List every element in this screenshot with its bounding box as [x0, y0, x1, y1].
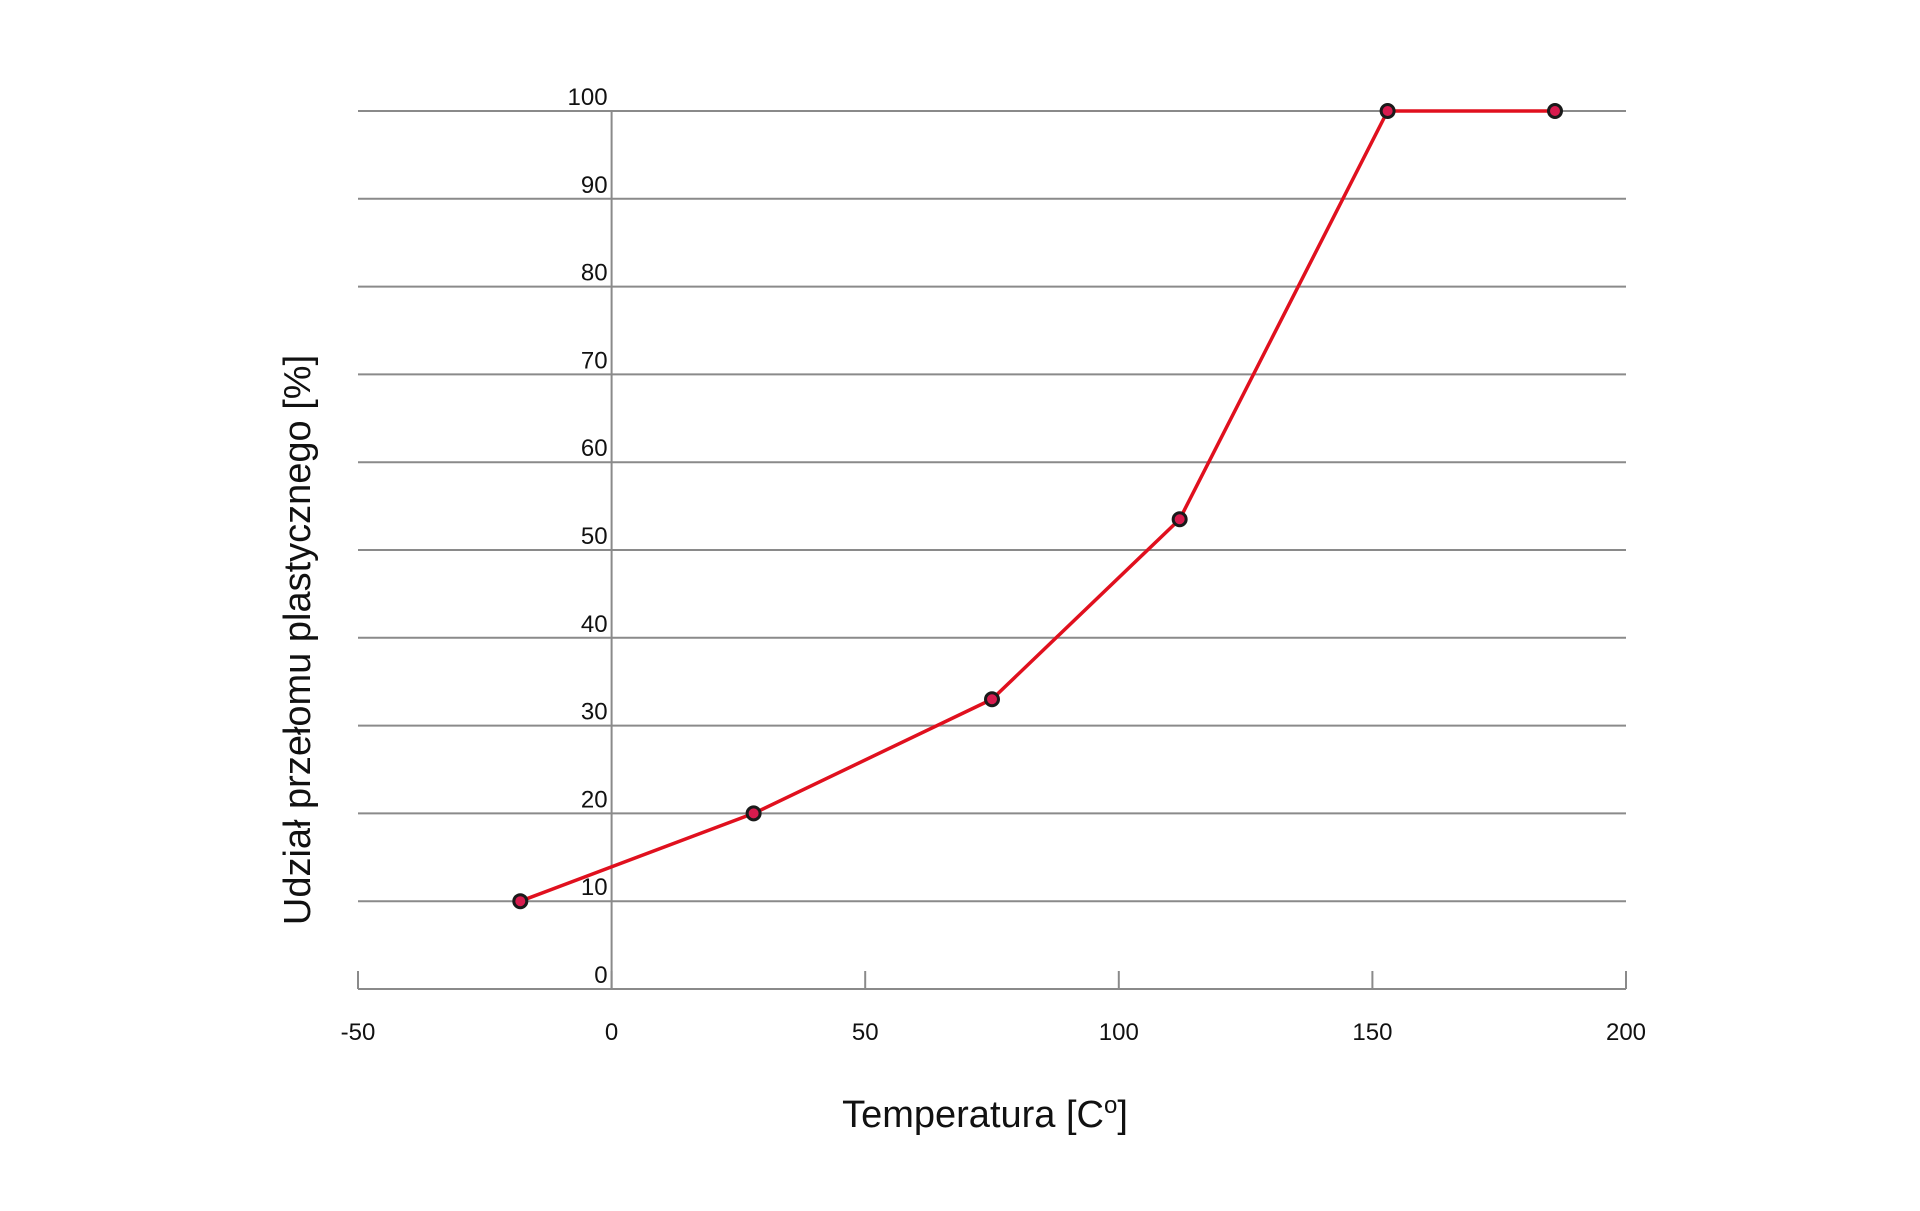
y-tick-label-10: 10 — [581, 874, 608, 901]
grid-lines — [358, 110, 1626, 903]
data-point-0 — [512, 893, 529, 910]
x-tick-label--50: -50 — [341, 1019, 376, 1046]
x-axis-title: Temperatura [Co] — [842, 1092, 1128, 1136]
data-point-3 — [1171, 511, 1188, 528]
x-tick-label-150: 150 — [1352, 1019, 1392, 1046]
y-tick-label-80: 80 — [581, 260, 608, 287]
y-tick-label-60: 60 — [581, 435, 608, 462]
data-point-1 — [745, 805, 762, 822]
data-point-5 — [1546, 103, 1563, 119]
series-layer — [512, 103, 1563, 910]
x-tick-label-0: 0 — [605, 1019, 618, 1046]
x-axis: -50 0 50 100 150 200 — [341, 971, 1646, 1046]
y-tick-label-0: 0 — [594, 962, 607, 989]
series-line-0 — [519, 109, 1555, 903]
y-tick-label-100: 100 — [568, 84, 608, 111]
data-point-4 — [1379, 103, 1396, 119]
y-tick-label-50: 50 — [581, 523, 608, 550]
y-axis: 0 10 20 30 40 50 60 70 80 90 100 — [568, 84, 613, 989]
y-tick-label-40: 40 — [581, 611, 608, 638]
y-tick-label-70: 70 — [581, 347, 608, 374]
y-tick-label-20: 20 — [581, 786, 608, 813]
y-tick-label-30: 30 — [581, 699, 608, 726]
y-axis-title: Udział przełomu plastycznego [%] — [277, 355, 319, 925]
y-tick-label-90: 90 — [581, 172, 608, 199]
x-tick-label-50: 50 — [852, 1019, 879, 1046]
x-tick-label-200: 200 — [1606, 1019, 1646, 1046]
x-tick-label-100: 100 — [1099, 1019, 1139, 1046]
data-point-2 — [984, 691, 1000, 708]
